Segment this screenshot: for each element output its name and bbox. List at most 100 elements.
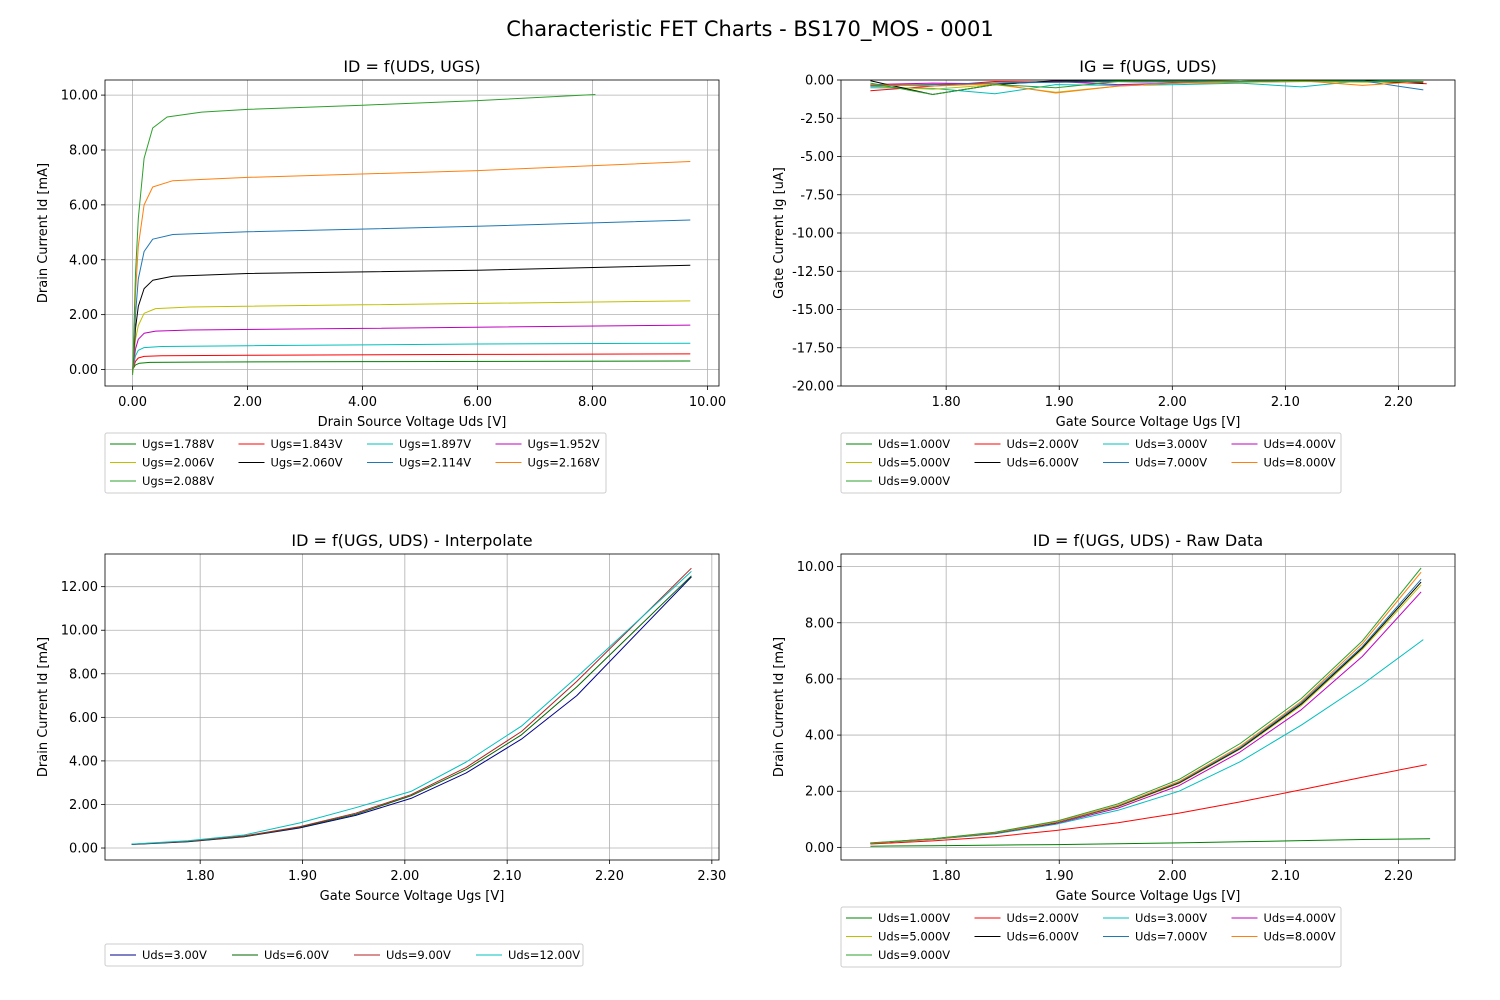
legend-label: Uds=5.000V: [878, 930, 950, 944]
x-tick-label: 1.80: [932, 869, 961, 884]
y-tick-label: 8.00: [69, 143, 98, 158]
y-tick-label: -12.50: [792, 265, 834, 280]
y-tick-label: 0.00: [69, 363, 98, 378]
x-tick-label: 2.20: [1384, 395, 1413, 410]
y-tick-label: 2.00: [69, 308, 98, 323]
legend-label: Ugs=2.088V: [142, 474, 214, 488]
x-tick-label: 6.00: [463, 395, 492, 410]
x-tick-label: 2.20: [1384, 869, 1413, 884]
x-tick-label: 2.10: [1271, 395, 1300, 410]
series-line: [132, 324, 691, 371]
legend-label: Uds=3.00V: [142, 948, 207, 962]
series-line: [131, 567, 692, 845]
y-tick-label: 12.00: [61, 580, 98, 595]
series-line: [870, 80, 1424, 95]
series-line: [132, 300, 691, 372]
legend-label: Uds=7.000V: [1135, 930, 1207, 944]
legend-label: Ugs=2.114V: [399, 456, 471, 470]
legend-label: Uds=6.000V: [1007, 930, 1079, 944]
series-line: [870, 764, 1427, 845]
series-group: [870, 567, 1431, 847]
legend: Uds=1.000V Uds=2.000V Uds=3.000V Uds=4.000V…: [840, 432, 1342, 494]
y-tick-label: 0.00: [69, 842, 98, 857]
y-tick-label: 0.00: [805, 74, 834, 89]
y-tick-label: 4.00: [69, 754, 98, 769]
legend-label: Ugs=1.788V: [142, 437, 214, 451]
legend-label: Uds=2.000V: [1007, 911, 1079, 925]
series-line: [132, 161, 691, 374]
series-group: [870, 80, 1427, 95]
legend-box: [104, 943, 584, 967]
legend-label: Uds=2.000V: [1007, 437, 1079, 451]
x-tick-label: 1.80: [932, 395, 961, 410]
legend-label: Uds=8.000V: [1264, 456, 1336, 470]
legend-box: [840, 432, 1342, 494]
x-tick-label: 2.00: [390, 869, 419, 884]
plot-frame: [104, 553, 720, 861]
y-tick-label: -15.00: [792, 303, 834, 318]
y-tick-label: -2.50: [800, 112, 834, 127]
legend-label: Uds=4.000V: [1264, 437, 1336, 451]
legend-label: Uds=12.00V: [508, 948, 580, 962]
x-tick-label: 1.90: [288, 869, 317, 884]
series-group: [132, 94, 691, 376]
legend-label: Uds=3.000V: [1135, 911, 1207, 925]
x-tick-label: 4.00: [348, 395, 377, 410]
series-line: [132, 353, 691, 371]
legend-label: Ugs=2.006V: [142, 456, 214, 470]
series-line: [870, 567, 1422, 844]
legend: Ugs=1.788V Ugs=1.843V Ugs=1.897V Ugs=1.952V…: [104, 432, 607, 494]
chart-panel-1: 0.00 2.00 4.00 6.00 8.00 10.00 0.00 2.00 4.00 6.0…: [36, 57, 726, 494]
y-axis-label: Drain Current Id [mA]: [36, 163, 51, 303]
chart-title: IG = f(UGS, UDS): [1079, 57, 1216, 76]
x-axis-label: Drain Source Voltage Uds [V]: [318, 415, 507, 430]
y-tick-label: -20.00: [792, 380, 834, 395]
y-tick-label: 4.00: [69, 253, 98, 268]
series-line: [132, 219, 691, 373]
legend-label: Uds=1.000V: [878, 437, 950, 451]
y-axis-label: Gate Current Ig [uA]: [772, 167, 787, 299]
legend: Uds=3.00V Uds=6.00V Uds=9.00V Uds=12.00V: [104, 943, 584, 967]
y-tick-label: 2.00: [69, 798, 98, 813]
y-tick-label: 6.00: [69, 711, 98, 726]
y-tick-label: 8.00: [805, 616, 834, 631]
legend-label: Uds=1.000V: [878, 911, 950, 925]
y-tick-label: 6.00: [69, 198, 98, 213]
legend-label: Uds=9.00V: [386, 948, 451, 962]
chart-title: ID = f(UGS, UDS) - Raw Data: [1033, 531, 1263, 550]
series-line: [131, 571, 692, 845]
x-tick-label: 2.00: [233, 395, 262, 410]
legend-label: Ugs=2.168V: [528, 456, 600, 470]
y-tick-label: 10.00: [797, 560, 834, 575]
series-line: [132, 342, 691, 371]
figure-title: Characteristic FET Charts - BS170_MOS - …: [506, 17, 993, 42]
legend-label: Uds=3.000V: [1135, 437, 1207, 451]
legend-label: Uds=6.000V: [1007, 456, 1079, 470]
legend-label: Uds=7.000V: [1135, 456, 1207, 470]
chart-title: ID = f(UGS, UDS) - Interpolate: [291, 531, 532, 550]
series-line: [132, 360, 691, 370]
legend-label: Uds=9.000V: [878, 474, 950, 488]
series-group: [131, 567, 692, 845]
x-tick-label: 1.90: [1045, 869, 1074, 884]
legend-label: Ugs=2.060V: [271, 456, 343, 470]
legend-label: Ugs=1.897V: [399, 437, 471, 451]
y-tick-label: -17.50: [792, 341, 834, 356]
x-tick-label: 0.00: [118, 395, 147, 410]
chart-panel-3: 1.80 1.90 2.00 2.10 2.20 2.30 0.00 2.00 4.00 6.00…: [36, 531, 726, 967]
x-axis-label: Gate Source Voltage Ugs [V]: [1056, 889, 1241, 904]
y-tick-label: -5.00: [800, 150, 834, 165]
x-tick-label: 2.10: [493, 869, 522, 884]
plot-frame: [104, 79, 720, 387]
x-tick-label: 2.00: [1158, 395, 1187, 410]
series-line: [132, 264, 691, 373]
legend-label: Uds=8.000V: [1264, 930, 1336, 944]
y-tick-label: 10.00: [61, 89, 98, 104]
y-tick-label: 8.00: [69, 667, 98, 682]
y-tick-label: -10.00: [792, 227, 834, 242]
y-tick-label: -7.50: [800, 188, 834, 203]
y-tick-label: 10.00: [61, 624, 98, 639]
legend-label: Uds=9.000V: [878, 948, 950, 962]
x-tick-label: 2.10: [1271, 869, 1300, 884]
legend-label: Uds=4.000V: [1264, 911, 1336, 925]
